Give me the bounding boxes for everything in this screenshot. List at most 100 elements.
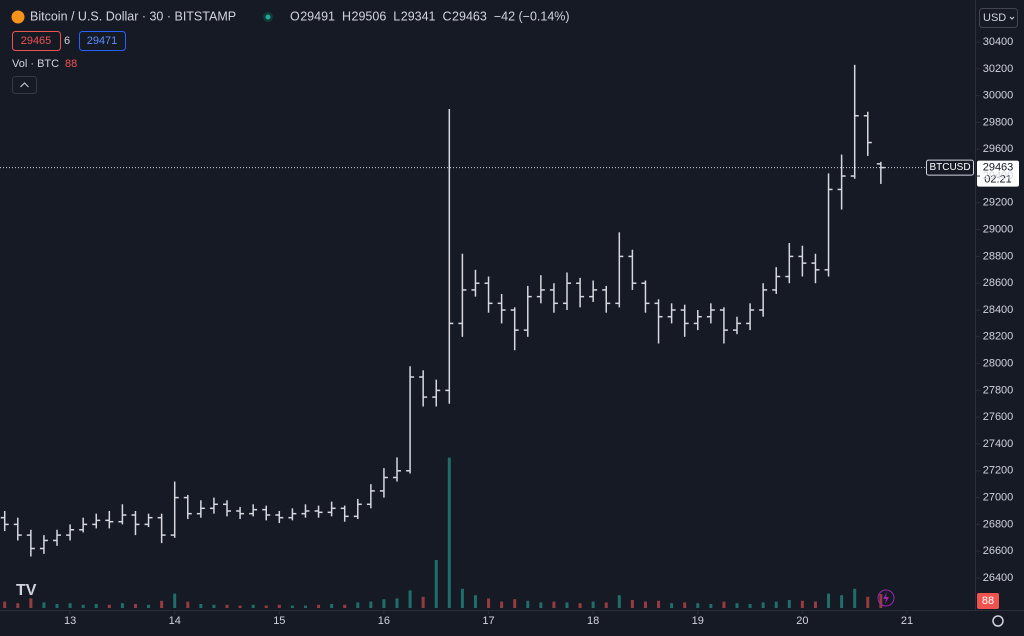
symbol-tag: BTCUSD (929, 162, 970, 173)
x-tick-label: 15 (273, 615, 285, 627)
volume-bar (827, 593, 831, 608)
volume-bar (290, 605, 294, 608)
countdown: 02:21 (984, 174, 1012, 186)
volume-bar (55, 604, 59, 608)
volume-bar (670, 603, 674, 608)
volume-value: 88 (65, 58, 77, 70)
legend-value: −42 (−0.14%) (494, 9, 570, 23)
volume-bar (147, 604, 151, 608)
y-tick-label: 29000 (983, 224, 1014, 236)
volume-bar (16, 603, 20, 608)
volume-bar (460, 588, 464, 608)
volume-bar (761, 602, 765, 608)
volume-bar (657, 600, 661, 608)
volume-bar (513, 599, 517, 608)
y-tick-label: 29600 (983, 143, 1014, 155)
volume-bar (212, 604, 216, 608)
ask-price: 29471 (87, 35, 118, 47)
volume-bar (800, 600, 804, 608)
volume-bar (303, 605, 307, 608)
y-tick-label: 26800 (983, 518, 1014, 530)
volume-bar (526, 600, 530, 608)
volume-bar (434, 560, 438, 608)
volume-bar (866, 596, 870, 608)
volume-bar (539, 602, 543, 608)
flash-button[interactable] (877, 589, 895, 607)
volume-bar (94, 604, 98, 608)
y-tick-label: 26600 (983, 545, 1014, 557)
volume-bar (473, 595, 477, 608)
volume-bar (42, 602, 46, 608)
volume-bar (578, 603, 582, 608)
legend-key: O (290, 9, 300, 23)
volume-bar (107, 604, 111, 608)
volume-bar (813, 601, 817, 608)
volume-bar (748, 604, 752, 608)
volume-bar (251, 604, 255, 608)
y-tick-label: 27600 (983, 411, 1014, 423)
volume-bar (317, 604, 321, 608)
volume-bar (487, 598, 491, 608)
legend-key: L (393, 9, 400, 23)
symbol-title: Bitcoin / U.S. Dollar · 30 · BITSTAMP (30, 9, 236, 23)
volume-bar (186, 601, 190, 608)
y-tick-label: 28200 (983, 331, 1014, 343)
volume-bar (683, 602, 687, 608)
logo: TV (16, 582, 37, 599)
x-tick-label: 17 (482, 615, 494, 627)
caret-icon (20, 82, 29, 88)
y-tick-label: 28400 (983, 304, 1014, 316)
volume-tag: 88 (982, 595, 994, 607)
settings-button[interactable] (992, 615, 1004, 627)
volume-bar (643, 601, 647, 608)
legend-key: H (342, 9, 351, 23)
x-tick-label: 20 (796, 615, 808, 627)
volume-bar (264, 605, 268, 608)
volume-label: Vol · BTC (12, 58, 59, 70)
spread: 6 (64, 35, 70, 47)
volume-bar (173, 593, 177, 608)
caret-icon (1009, 16, 1015, 20)
x-tick-label: 13 (64, 615, 76, 627)
status-dot (265, 14, 271, 20)
volume-bar (565, 602, 569, 608)
x-tick-label: 16 (378, 615, 390, 627)
legend-key: C (443, 9, 452, 23)
symbol-tag-box (926, 159, 974, 176)
x-tick-label: 18 (587, 615, 599, 627)
y-tick-label: 29800 (983, 116, 1014, 128)
volume-bar (500, 601, 504, 608)
x-tick-label: 19 (692, 615, 704, 627)
volume-bar (853, 588, 857, 608)
currency-button[interactable] (979, 8, 1018, 28)
volume-bar (408, 590, 412, 608)
y-tick-label: 27200 (983, 465, 1014, 477)
volume-bar (382, 599, 386, 608)
volume-bar (722, 601, 726, 608)
bid-box[interactable] (12, 31, 61, 51)
y-tick-label: 28800 (983, 250, 1014, 262)
price-tag: 29463 (983, 162, 1014, 174)
coin-icon (11, 10, 25, 24)
volume-bar (160, 600, 164, 608)
legend-value: 29463 (452, 9, 487, 23)
volume-bar (696, 603, 700, 608)
ask-box[interactable] (79, 31, 126, 51)
y-tick-label: 27000 (983, 491, 1014, 503)
volume-bar (356, 602, 360, 608)
y-tick-label: 30000 (983, 90, 1014, 102)
legend-value: 29506 (352, 9, 387, 23)
volume-bar (81, 604, 85, 608)
y-tick-label: 28000 (983, 358, 1014, 370)
legend-value: 29341 (401, 9, 436, 23)
volume-bar (840, 595, 844, 608)
volume-bar (395, 598, 399, 608)
volume-bar (68, 603, 72, 608)
volume-bar (120, 603, 124, 608)
volume-bar (343, 604, 347, 608)
collapse-button[interactable] (12, 76, 37, 94)
plot (0, 64, 885, 608)
